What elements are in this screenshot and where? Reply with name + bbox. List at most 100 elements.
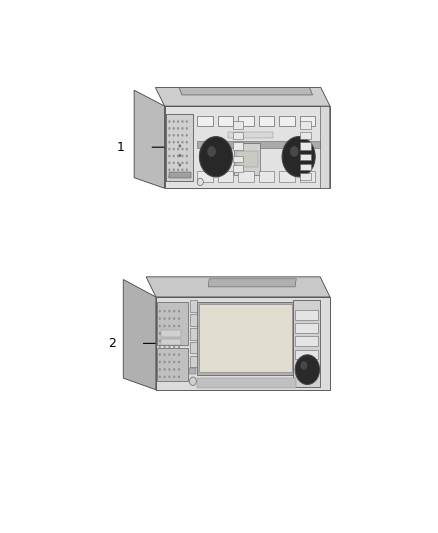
Bar — [197, 171, 213, 182]
Circle shape — [177, 141, 179, 143]
Bar — [169, 172, 191, 178]
Circle shape — [163, 346, 166, 349]
Circle shape — [168, 310, 170, 312]
Bar — [295, 350, 318, 359]
Circle shape — [168, 361, 170, 364]
Circle shape — [163, 353, 166, 356]
Bar — [300, 171, 315, 182]
Circle shape — [173, 161, 175, 164]
Bar — [233, 132, 243, 139]
Circle shape — [177, 155, 179, 157]
Circle shape — [173, 361, 175, 364]
Circle shape — [178, 346, 180, 349]
Circle shape — [177, 148, 179, 150]
Circle shape — [159, 310, 161, 312]
Circle shape — [159, 332, 161, 335]
Polygon shape — [146, 277, 330, 297]
Bar — [197, 302, 294, 375]
Circle shape — [177, 168, 179, 171]
Circle shape — [173, 127, 175, 130]
Circle shape — [181, 127, 184, 130]
Polygon shape — [179, 87, 313, 95]
Circle shape — [186, 120, 188, 123]
Circle shape — [181, 175, 184, 178]
Circle shape — [181, 148, 184, 150]
Polygon shape — [123, 279, 156, 390]
Bar — [190, 342, 197, 353]
Bar — [190, 314, 197, 326]
Text: 1: 1 — [117, 141, 125, 154]
Circle shape — [168, 148, 170, 150]
Circle shape — [168, 332, 170, 335]
Bar — [197, 141, 328, 148]
Circle shape — [168, 161, 170, 164]
Circle shape — [179, 144, 181, 148]
Text: 2: 2 — [109, 337, 117, 350]
Circle shape — [168, 346, 170, 349]
Bar — [237, 151, 258, 167]
Bar — [197, 116, 213, 126]
Circle shape — [186, 168, 188, 171]
Circle shape — [197, 178, 203, 185]
Circle shape — [163, 325, 166, 327]
Bar — [321, 106, 329, 188]
Circle shape — [181, 161, 184, 164]
Circle shape — [168, 120, 170, 123]
Circle shape — [159, 376, 161, 378]
Bar — [156, 297, 330, 390]
Circle shape — [159, 346, 161, 349]
Bar — [233, 142, 243, 150]
Bar — [161, 330, 181, 336]
Bar — [238, 171, 254, 182]
Bar — [300, 154, 311, 160]
Bar — [189, 368, 196, 374]
Circle shape — [186, 155, 188, 157]
Circle shape — [177, 175, 179, 178]
Circle shape — [173, 148, 175, 150]
Circle shape — [163, 340, 166, 342]
Bar — [218, 171, 233, 182]
Circle shape — [168, 325, 170, 327]
Polygon shape — [208, 279, 296, 287]
Circle shape — [178, 361, 180, 364]
Circle shape — [173, 120, 175, 123]
Circle shape — [168, 340, 170, 342]
Circle shape — [178, 325, 180, 327]
Circle shape — [186, 175, 188, 178]
Circle shape — [178, 353, 180, 356]
Bar — [157, 302, 188, 345]
Bar — [295, 336, 318, 346]
Bar — [197, 378, 296, 387]
Bar — [198, 304, 292, 373]
Bar — [190, 328, 197, 340]
Circle shape — [168, 127, 170, 130]
Circle shape — [159, 361, 161, 364]
Circle shape — [295, 355, 320, 384]
Bar — [300, 173, 311, 180]
Circle shape — [178, 310, 180, 312]
Circle shape — [159, 325, 161, 327]
Bar — [295, 323, 318, 333]
Bar — [258, 116, 274, 126]
Circle shape — [177, 161, 179, 164]
Bar — [238, 116, 254, 126]
Bar — [165, 106, 330, 188]
Bar — [166, 114, 193, 181]
Circle shape — [159, 353, 161, 356]
Bar — [300, 142, 311, 150]
Bar — [300, 121, 311, 128]
Circle shape — [168, 168, 170, 171]
Circle shape — [168, 317, 170, 320]
Bar — [300, 116, 315, 126]
Circle shape — [186, 148, 188, 150]
Circle shape — [173, 340, 175, 342]
Circle shape — [173, 325, 175, 327]
Circle shape — [168, 141, 170, 143]
Circle shape — [163, 310, 166, 312]
Circle shape — [173, 134, 175, 136]
Circle shape — [186, 161, 188, 164]
Polygon shape — [155, 87, 330, 106]
Circle shape — [173, 141, 175, 143]
Circle shape — [282, 136, 315, 177]
Bar — [157, 348, 188, 381]
